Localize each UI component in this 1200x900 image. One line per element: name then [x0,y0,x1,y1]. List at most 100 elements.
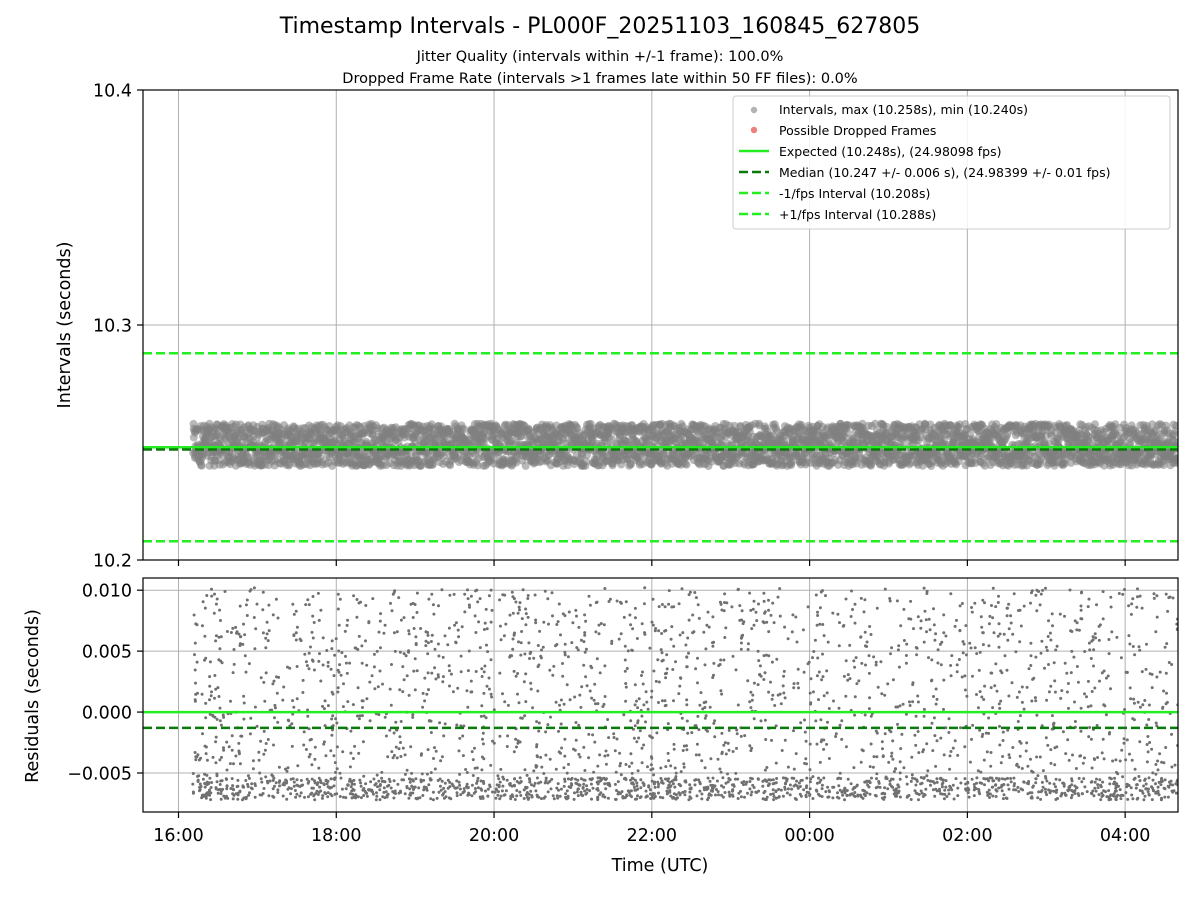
residual-point [441,680,445,684]
residual-point [943,788,947,792]
residual-point [264,671,268,675]
residual-point [942,631,946,635]
residual-point [398,735,402,739]
residual-point [1079,604,1083,608]
residual-point [473,614,477,618]
residual-point [1164,702,1168,706]
residual-point [811,656,814,660]
residual-point [477,620,481,624]
residual-point [1137,775,1141,778]
residual-point [591,786,595,790]
residual-point [247,662,251,666]
residual-point [696,714,700,718]
residual-point [762,654,766,658]
residual-point [501,784,505,788]
residual-point [944,779,948,783]
residual-point [770,660,774,664]
residual-point [429,640,433,643]
residual-point [843,798,846,802]
residual-point [401,665,405,669]
residual-point [518,790,522,794]
residual-point [1066,682,1070,685]
residual-point [214,634,218,638]
residual-point [651,597,655,601]
residual-point [1147,703,1151,707]
residual-point [783,785,787,789]
residual-point [555,794,559,798]
residual-point [1034,781,1038,785]
residual-point [549,787,553,791]
residual-point [1002,793,1006,797]
residual-point [992,631,996,635]
residual-point [1146,735,1150,738]
interval-point [1003,430,1012,439]
residual-point [391,592,395,596]
residual-point [816,614,820,617]
residual-point [294,631,298,635]
residual-point [435,796,439,800]
residual-point [213,592,216,596]
residual-point [797,781,801,785]
residual-point [194,681,197,685]
residual-point [868,696,872,700]
residual-point [1012,784,1016,788]
residual-point [991,586,995,590]
residual-point [369,780,373,784]
residual-point [1079,706,1083,710]
residual-point [973,601,977,605]
residual-point [222,748,226,752]
residual-point [939,736,943,740]
residual-point [261,590,265,594]
residual-point [678,684,682,688]
residual-point [963,745,967,749]
residual-point [386,755,390,759]
residual-point [697,616,701,620]
residual-point [592,698,596,702]
residual-point [247,776,251,780]
residual-point [635,740,639,744]
residual-point [956,753,960,757]
residual-point [706,776,710,780]
residual-point [402,652,406,656]
residual-point [1158,670,1162,674]
residual-point [777,795,781,799]
residual-point [1154,630,1158,634]
residual-point [582,782,586,786]
residual-point [1131,645,1135,648]
residual-point [663,605,667,609]
residual-point [498,624,502,628]
residual-point [335,767,339,771]
residual-point [1099,798,1103,802]
residual-point [934,632,938,636]
residual-point [722,743,726,747]
residual-point [845,789,849,792]
residual-point [271,779,275,782]
residual-point [635,784,639,788]
residual-point [479,714,483,718]
residual-point [431,798,435,802]
interval-point [521,461,530,470]
residual-point [987,716,991,720]
residual-point [1073,619,1077,623]
residual-point [377,630,381,634]
residual-point [303,652,307,656]
residual-point [252,616,256,619]
residual-point [289,787,293,791]
residual-point [680,587,684,591]
residual-point [377,779,381,783]
residual-point [459,724,463,728]
residual-point [425,772,429,776]
residual-point [539,755,543,759]
residual-point [344,661,348,665]
residual-point [476,776,480,780]
residual-point [478,646,482,650]
residual-point [624,682,628,685]
residual-point [208,660,212,664]
residual-point [990,785,994,789]
residual-point [774,781,778,785]
interval-point [1061,459,1070,468]
residual-point [1127,634,1131,638]
residual-point [883,732,887,736]
residual-point [248,589,252,593]
residual-point [220,661,224,665]
